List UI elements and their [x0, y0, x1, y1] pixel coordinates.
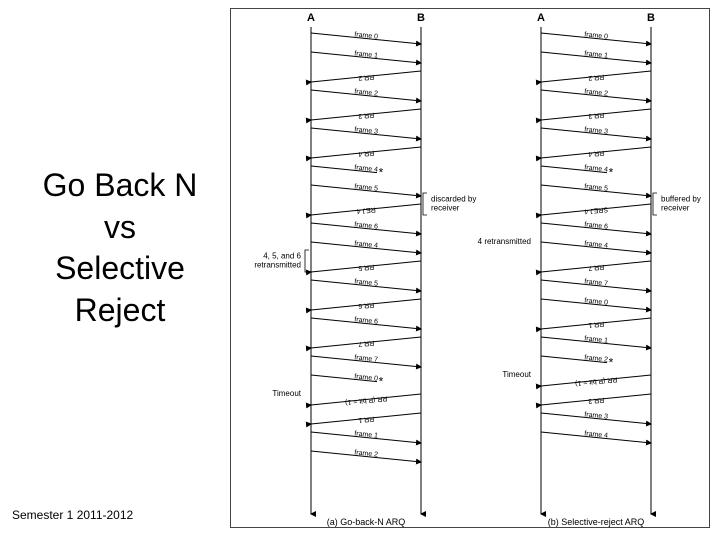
- svg-text:receiver: receiver: [661, 204, 690, 213]
- svg-text:*: *: [609, 166, 614, 180]
- svg-text:RR 4: RR 4: [588, 149, 605, 158]
- svg-text:frame 0: frame 0: [584, 297, 608, 306]
- svg-text:frame 6: frame 6: [354, 316, 378, 325]
- title-line-4: Reject: [10, 290, 230, 332]
- title-line-2: vs: [10, 207, 230, 249]
- svg-text:frame 4: frame 4: [584, 430, 608, 439]
- svg-text:frame 1: frame 1: [354, 430, 378, 439]
- svg-text:frame 4: frame 4: [584, 240, 608, 249]
- svg-text:frame 3: frame 3: [584, 126, 608, 135]
- svg-text:frame 0: frame 0: [354, 31, 378, 40]
- svg-text:RR (P bit = 1): RR (P bit = 1): [345, 394, 388, 405]
- svg-text:RR (P bit = 1): RR (P bit = 1): [575, 375, 618, 386]
- svg-text:RR 3: RR 3: [358, 111, 375, 120]
- title-line-3: Selective: [10, 248, 230, 290]
- svg-text:frame 1: frame 1: [584, 335, 608, 344]
- svg-text:4 retransmitted: 4 retransmitted: [478, 237, 531, 246]
- svg-text:RR 2: RR 2: [358, 73, 375, 82]
- svg-text:*: *: [609, 356, 614, 370]
- svg-text:A: A: [537, 12, 545, 24]
- page-title: Go Back N vs Selective Reject: [10, 165, 230, 331]
- svg-text:discarded by: discarded by: [431, 195, 476, 204]
- svg-text:frame 5: frame 5: [354, 278, 378, 287]
- svg-text:(b) Selective-reject ARQ: (b) Selective-reject ARQ: [548, 517, 645, 527]
- svg-text:SREJ 4: SREJ 4: [584, 205, 608, 214]
- svg-text:frame 2: frame 2: [354, 88, 378, 97]
- svg-text:frame 6: frame 6: [354, 221, 378, 230]
- svg-text:frame 3: frame 3: [354, 126, 378, 135]
- svg-text:B: B: [647, 12, 655, 24]
- svg-text:frame 4: frame 4: [354, 240, 378, 249]
- svg-text:RR 6: RR 6: [358, 301, 375, 310]
- svg-text:frame 2: frame 2: [584, 354, 608, 363]
- diagram-svg: A Bframe 0 frame 1 RR 2 frame 2 RR 3 frame 3 RR…: [231, 9, 711, 529]
- svg-text:*: *: [379, 375, 384, 389]
- svg-text:RR 4: RR 4: [358, 149, 375, 158]
- svg-text:frame 6: frame 6: [584, 221, 608, 230]
- svg-text:frame 0: frame 0: [354, 373, 378, 382]
- svg-text:frame 3: frame 3: [584, 411, 608, 420]
- svg-text:A: A: [307, 12, 315, 24]
- svg-text:RR 1: RR 1: [358, 415, 375, 424]
- svg-text:frame 1: frame 1: [354, 50, 378, 59]
- svg-text:frame 2: frame 2: [584, 88, 608, 97]
- svg-text:frame 7: frame 7: [354, 354, 378, 363]
- svg-text:frame 4: frame 4: [354, 164, 378, 173]
- svg-text:frame 5: frame 5: [354, 183, 378, 192]
- svg-text:RR 1: RR 1: [588, 320, 605, 329]
- svg-text:frame 1: frame 1: [584, 50, 608, 59]
- svg-text:RR 2: RR 2: [588, 73, 605, 82]
- svg-text:4, 5, and 6: 4, 5, and 6: [263, 252, 301, 261]
- svg-text:Timeout: Timeout: [272, 389, 301, 398]
- svg-text:RR 3: RR 3: [588, 396, 605, 405]
- svg-text:Timeout: Timeout: [502, 370, 531, 379]
- svg-text:frame 7: frame 7: [584, 278, 608, 287]
- svg-text:*: *: [379, 166, 384, 180]
- title-line-1: Go Back N: [10, 165, 230, 207]
- svg-text:buffered by: buffered by: [661, 195, 701, 204]
- svg-text:frame 5: frame 5: [584, 183, 608, 192]
- svg-text:REJ 4: REJ 4: [356, 206, 376, 215]
- sequence-diagram: A Bframe 0 frame 1 RR 2 frame 2 RR 3 frame 3 RR…: [230, 8, 710, 528]
- svg-text:RR 7: RR 7: [588, 263, 605, 272]
- svg-text:retransmitted: retransmitted: [254, 261, 301, 270]
- svg-text:frame 2: frame 2: [354, 449, 378, 458]
- svg-text:RR 7: RR 7: [358, 339, 375, 348]
- svg-text:(a) Go-back-N ARQ: (a) Go-back-N ARQ: [327, 517, 406, 527]
- svg-text:B: B: [417, 12, 425, 24]
- svg-text:frame 0: frame 0: [584, 31, 608, 40]
- footer-text: Semester 1 2011-2012: [12, 508, 133, 522]
- svg-text:RR 3: RR 3: [588, 111, 605, 120]
- svg-text:receiver: receiver: [431, 204, 460, 213]
- svg-text:frame 4: frame 4: [584, 164, 608, 173]
- svg-text:RR 5: RR 5: [358, 263, 375, 272]
